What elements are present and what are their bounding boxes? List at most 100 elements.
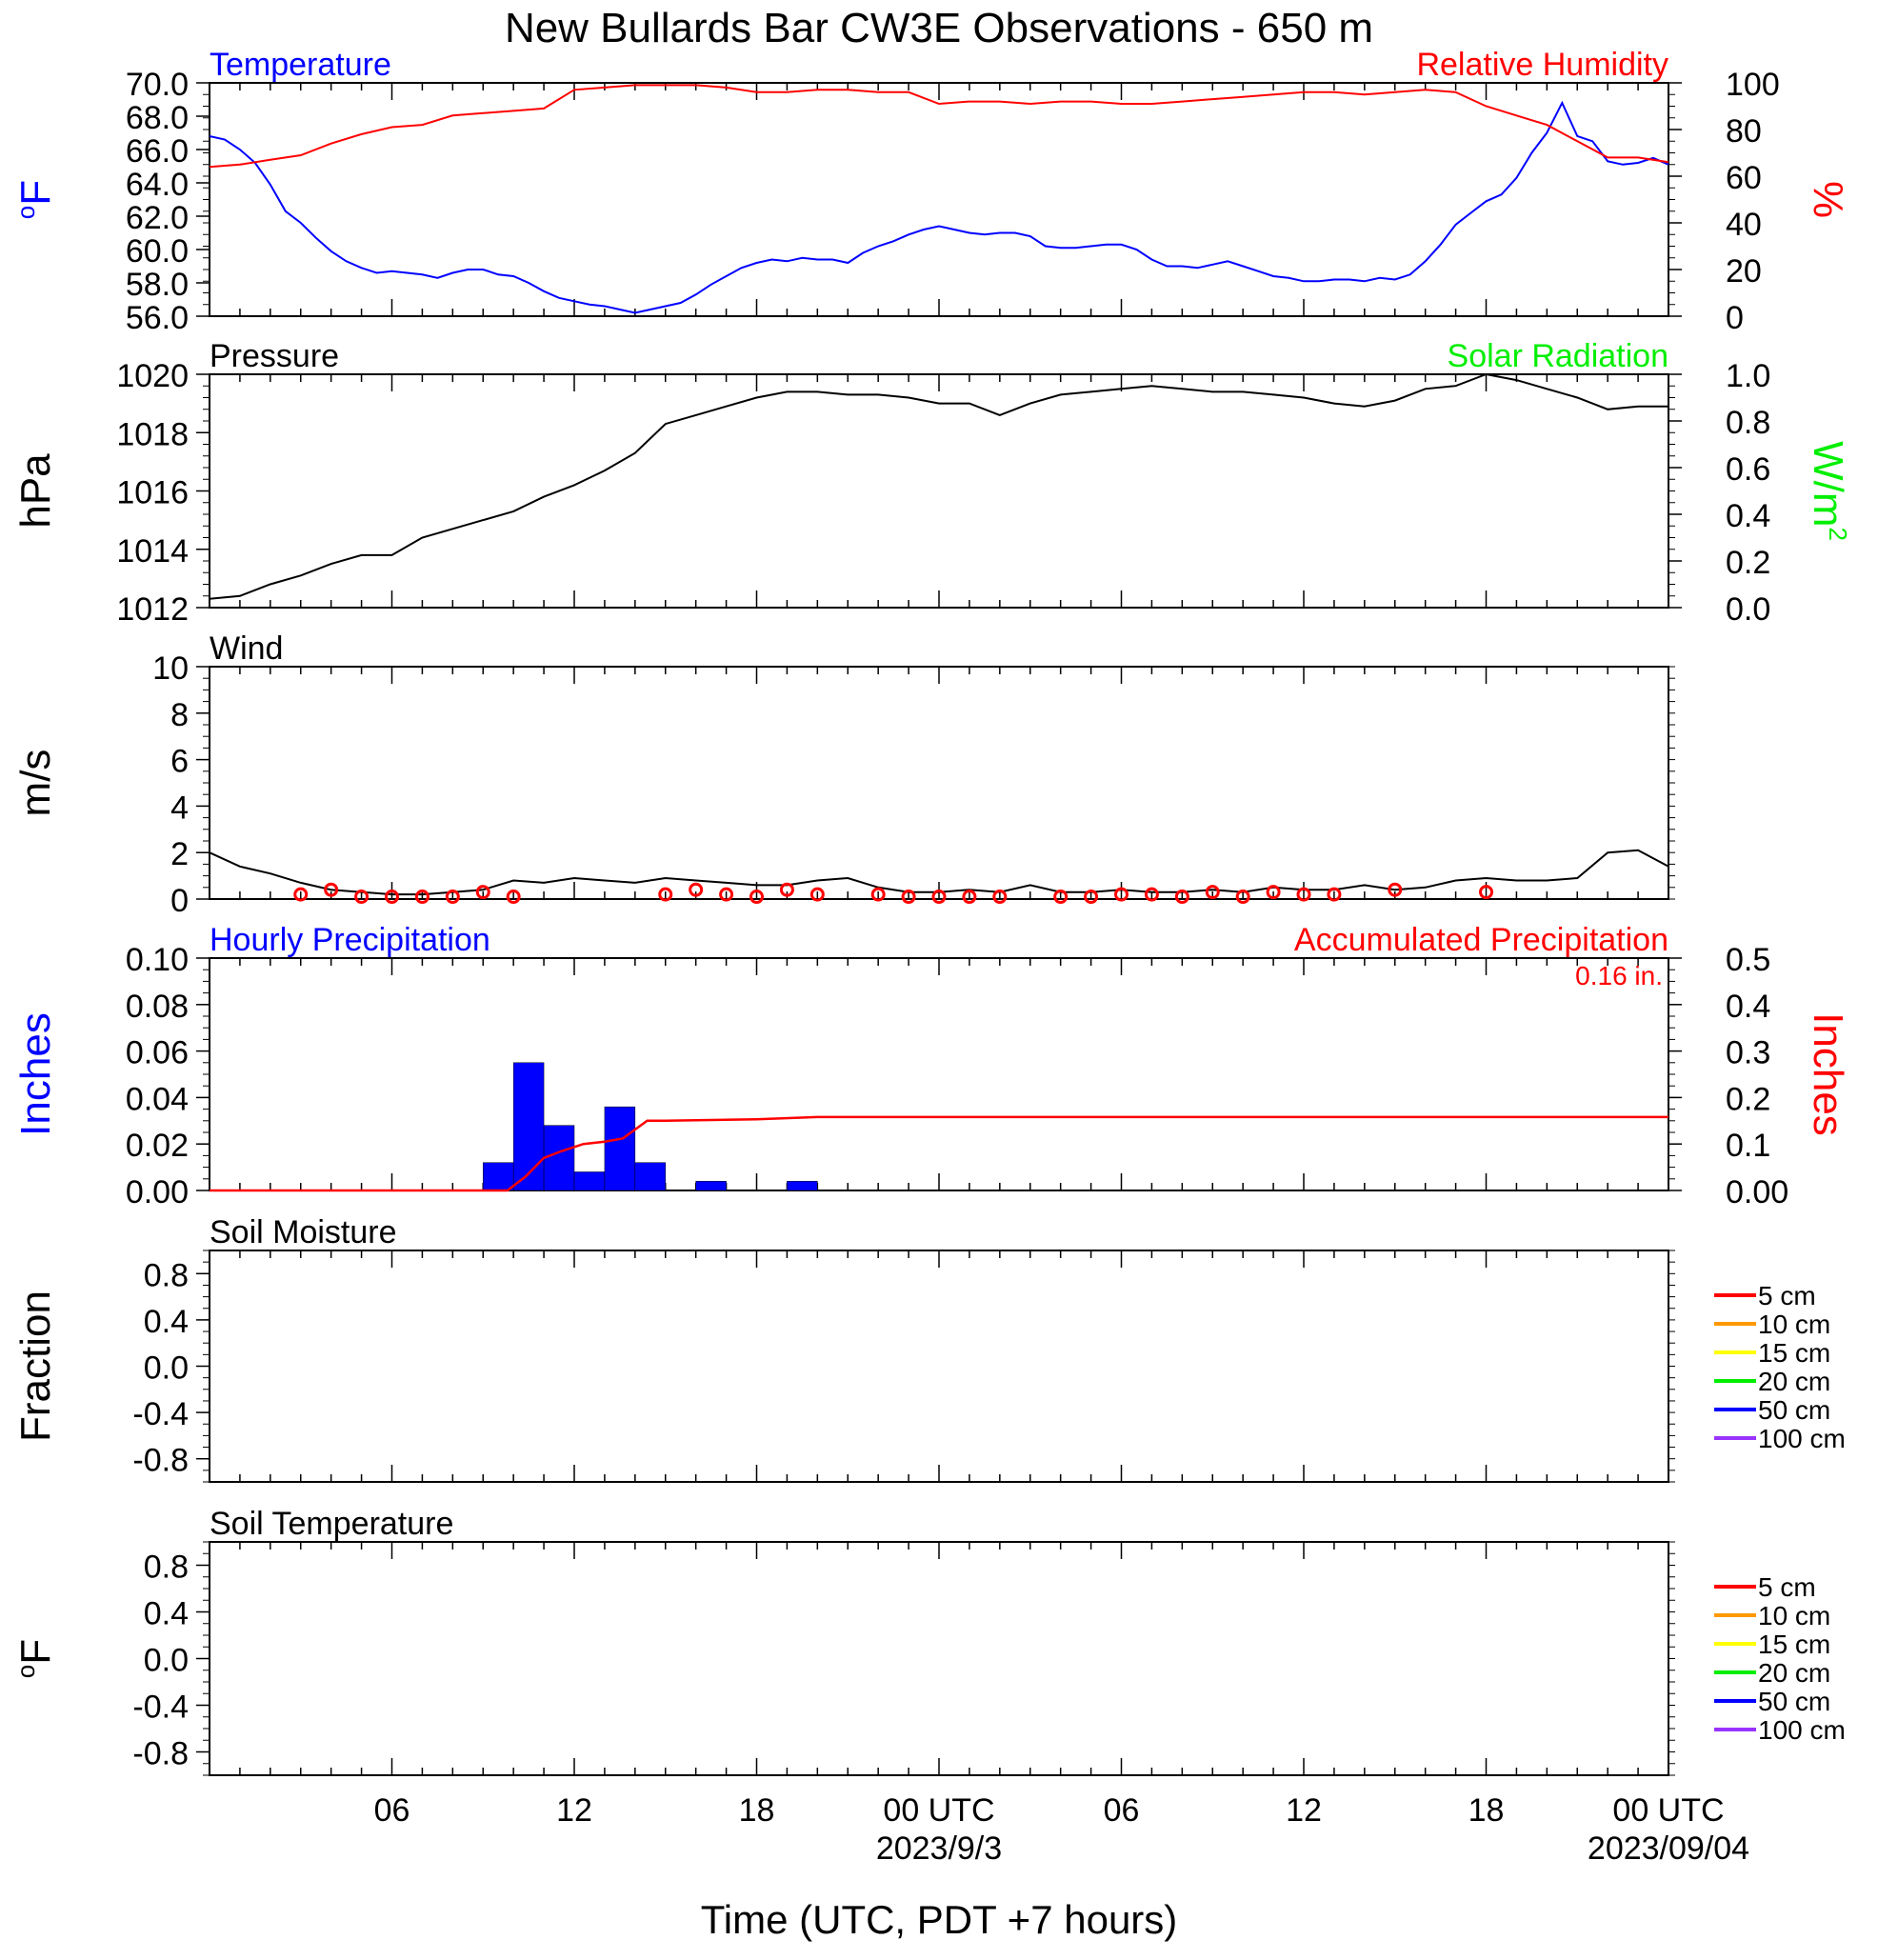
wind-direction-marker [385, 890, 399, 905]
wind-direction-marker [354, 890, 370, 905]
plot-frame [209, 666, 1669, 900]
plot-frame [209, 1541, 1669, 1776]
x-tick-label: 18 [1468, 1792, 1505, 1829]
y-tick-label-left: 64.0 [126, 167, 189, 203]
y-tick-label-left: 1018 [116, 416, 189, 452]
y-tick-label-left: 58.0 [126, 267, 189, 303]
y-axis-title-left: hPa [12, 453, 59, 529]
x-tick-label: 12 [556, 1792, 592, 1829]
y-tick-label-left: 66.0 [126, 133, 189, 170]
y-tick-label-left: 1020 [116, 358, 189, 394]
wind-direction-marker [1053, 890, 1069, 905]
y-axis-title-left: oF [11, 180, 59, 219]
legend-label: 15 cm [1758, 1630, 1830, 1659]
precip-bar [695, 1180, 727, 1191]
wind-direction-marker [962, 890, 977, 905]
wind-direction-marker [689, 882, 704, 897]
x-date-label: 2023/9/3 [876, 1830, 1002, 1867]
y-tick-label-left: 0.02 [126, 1128, 189, 1164]
y-axis-title-right: % [1805, 181, 1851, 218]
y-tick-label-right: 0.6 [1726, 451, 1770, 488]
wind-direction-marker [1479, 885, 1493, 900]
y-tick-label-left: 1012 [116, 591, 189, 628]
y-tick-label-left: 0.00 [126, 1174, 189, 1210]
wind-direction-marker [870, 887, 886, 902]
wind-direction-marker [445, 890, 460, 905]
wind-direction-marker [749, 890, 764, 905]
x-tick-label: 18 [739, 1792, 775, 1829]
x-date-label: 2023/09/04 [1588, 1830, 1749, 1867]
legend-label: 5 cm [1758, 1572, 1816, 1602]
panel-title-right: Solar Radiation [1448, 338, 1668, 374]
chart-panel-3: 10 8 6 4 2 0 Wind m/s [12, 630, 1675, 919]
plot-frame [209, 373, 1669, 609]
panel-title-left: Wind [210, 630, 283, 667]
y-tick-label-right: 0.3 [1726, 1035, 1770, 1071]
y-tick-label-right: 0.4 [1726, 989, 1770, 1025]
wind-direction-marker [992, 890, 1008, 905]
y-tick-label-left: 0.8 [144, 1550, 189, 1586]
chart-panel-5: 0.8 0.4 0.0 -0.4 -0.8 Soil Moisture Fraction 5 … [12, 1214, 1846, 1483]
y-tick-label-left: -0.4 [132, 1690, 189, 1726]
wind-direction-marker [1296, 887, 1311, 902]
y-tick-label-left: 70.0 [126, 67, 189, 103]
wind-direction-marker [1235, 890, 1250, 905]
wind-direction-marker [809, 887, 825, 902]
y-tick-label-right: 0.2 [1726, 545, 1770, 581]
y-tick-label-left: 0.08 [126, 989, 189, 1025]
legend-label: 15 cm [1758, 1338, 1830, 1368]
precip-bar [543, 1125, 575, 1191]
y-tick-label-right: 0 [1726, 300, 1744, 336]
wind-direction-marker [658, 887, 673, 902]
plot-frame [209, 82, 1669, 317]
x-tick-label: 12 [1286, 1792, 1322, 1829]
x-tick-label: 06 [374, 1792, 410, 1829]
y-tick-label-right: 20 [1726, 253, 1762, 290]
y-tick-label-right: 0.1 [1726, 1128, 1770, 1164]
panel-title-left: Hourly Precipitation [210, 922, 490, 958]
y-axis-title-right: W/m2 [1805, 441, 1852, 541]
wind-direction-marker [414, 890, 430, 905]
plot-frame [209, 1250, 1669, 1483]
precip-bar [512, 1062, 545, 1191]
chart-panel-2: 1020 1018 1016 1014 1012 1.0 0.8 0.6 0.4 0.2 0.0 Pr… [12, 338, 1852, 628]
y-tick-label-left: 1014 [116, 533, 189, 570]
legend-label: 10 cm [1758, 1310, 1830, 1339]
x-tick-label: 06 [1104, 1792, 1140, 1829]
y-tick-label-left: 0.04 [126, 1081, 189, 1117]
y-tick-label-right: 40 [1726, 207, 1762, 243]
y-tick-label-left: 60.0 [126, 233, 189, 270]
legend-label: 50 cm [1758, 1687, 1830, 1716]
wind-direction-marker [1144, 887, 1159, 902]
legend-label: 10 cm [1758, 1601, 1830, 1630]
chart-panel-1: 70.068.066.064.062.060.058.056.0 100 80 60 4… [11, 47, 1851, 336]
y-tick-label-left: -0.8 [132, 1736, 189, 1772]
y-tick-label-right: 80 [1726, 113, 1762, 150]
y-tick-label-right: 0.2 [1726, 1081, 1770, 1117]
wind-direction-marker [931, 890, 947, 905]
precip-bar [573, 1171, 606, 1191]
wind-direction-marker [506, 890, 521, 905]
y-tick-label-left: 0.06 [126, 1035, 189, 1071]
panel-title-left: Pressure [210, 338, 339, 374]
accumulated-total-label: 0.16 in. [1575, 961, 1663, 990]
y-tick-label-left: -0.8 [132, 1443, 189, 1479]
y-tick-label-right: 1.0 [1726, 358, 1770, 394]
x-tick-label: 00 UTC [883, 1792, 994, 1829]
wind-direction-marker [1327, 887, 1342, 902]
wind-direction-marker [324, 882, 339, 897]
y-tick-label-left: 0.10 [126, 942, 189, 978]
y-tick-label-left: 10 [152, 650, 189, 687]
y-tick-label-left: 2 [170, 836, 189, 872]
y-tick-label-right: 0.0 [1726, 591, 1770, 628]
y-tick-label-right: 100 [1726, 67, 1780, 103]
legend-label: 20 cm [1758, 1658, 1830, 1688]
precip-bar [604, 1106, 636, 1191]
wind-direction-marker [475, 885, 490, 900]
plot-frame [209, 957, 1669, 1191]
wind-direction-marker [1114, 887, 1129, 902]
wind-direction-marker [901, 890, 916, 905]
